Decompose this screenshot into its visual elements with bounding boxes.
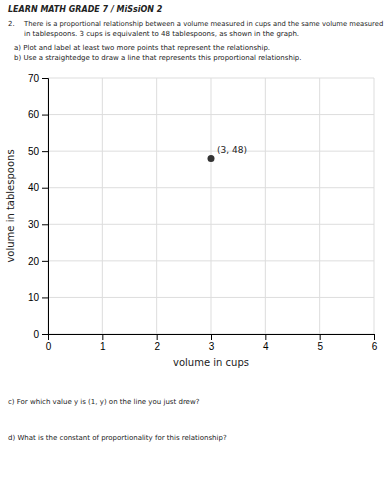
tick: 60	[28, 109, 48, 120]
tick-mark	[42, 151, 48, 152]
tick-label: 30	[28, 219, 40, 230]
marks	[208, 155, 215, 162]
point	[208, 155, 215, 162]
tick-label: 10	[28, 292, 40, 303]
grid-line	[265, 78, 266, 334]
tick-label: 70	[28, 73, 40, 84]
question-text: There is a proportional relationship bet…	[23, 20, 383, 28]
tick-label: 50	[28, 146, 40, 157]
tick-mark	[374, 334, 375, 340]
question-text: b) Use a straightedge to draw a line tha…	[14, 54, 302, 62]
axis-line	[49, 335, 375, 341]
tick: 50	[28, 146, 48, 157]
tick-label: 3	[209, 341, 215, 352]
question-text: 2.	[8, 20, 15, 28]
tick-mark	[42, 224, 48, 225]
tick-mark	[42, 261, 48, 262]
tick-mark	[42, 297, 48, 298]
question-text: in tablespoons. 3 cups is equivalent to …	[24, 30, 299, 38]
tick-label: 1	[100, 341, 106, 352]
tick: 6	[372, 334, 378, 352]
tick: 3	[209, 334, 215, 352]
question-text: c) For which value y is (1, y) on the li…	[8, 398, 200, 406]
tick-mark	[211, 334, 212, 340]
tick-label: 60	[28, 109, 40, 120]
grid	[48, 78, 374, 334]
y-axis: 0 10 20 30 40 50 60 70	[28, 73, 49, 340]
question-text: d) What is the constant of proportionali…	[8, 434, 227, 442]
tick-label: 0	[33, 329, 39, 340]
tick: 0	[46, 334, 52, 352]
tick: 5	[317, 334, 323, 352]
grid-line	[319, 78, 320, 334]
tick-mark	[42, 188, 48, 189]
grid-line	[156, 78, 157, 334]
tick-label: 5	[317, 341, 323, 352]
tick-label: 0	[46, 341, 52, 352]
grid-line	[102, 78, 103, 334]
y-axis-label: volume in tablespoons	[5, 149, 16, 262]
point-label: (3, 48)	[217, 145, 247, 155]
tick: 4	[263, 334, 269, 352]
x-axis-label: volume in cups	[173, 357, 249, 368]
tick-label: 4	[263, 341, 269, 352]
tick-label: 6	[372, 341, 378, 352]
tick: 40	[28, 182, 48, 193]
grid-line	[211, 78, 212, 334]
tick: 20	[28, 256, 48, 267]
grid-line	[374, 78, 375, 334]
title: LEARN MATH GRADE 7 / MiSsiON 2	[8, 5, 163, 14]
tick-mark	[157, 334, 158, 340]
tick-label: 40	[28, 182, 40, 193]
tick-mark	[42, 78, 48, 79]
tick: 30	[28, 219, 48, 230]
tick: 0	[33, 329, 48, 340]
axis-line	[42, 79, 49, 335]
tick-mark	[265, 334, 266, 340]
tick-mark	[320, 334, 321, 340]
tick-label: 20	[28, 256, 40, 267]
x-axis: 0 1 2 3 4 5 6	[46, 334, 378, 352]
tick-mark	[42, 334, 48, 335]
tick-mark	[42, 115, 48, 116]
tick: 2	[154, 334, 160, 352]
tick-mark	[102, 334, 103, 340]
chart-root: LEARN MATH GRADE 7 / MiSsiON 2 2. There is…	[0, 0, 388, 484]
tick-label: 2	[154, 341, 160, 352]
plot: 0123456010203040506070(3, 48)	[28, 73, 378, 352]
question-text: a) Plot and label at least two more poin…	[14, 44, 270, 52]
tick: 1	[100, 334, 106, 352]
tick: 10	[28, 292, 48, 303]
tick: 70	[28, 73, 48, 84]
